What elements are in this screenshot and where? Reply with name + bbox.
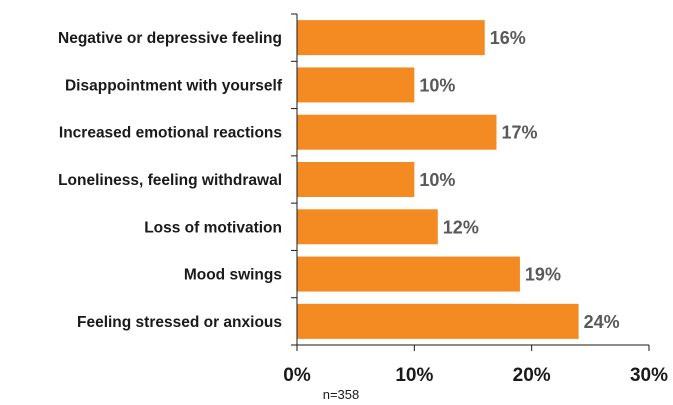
value-label: 16% [490,28,526,48]
value-label: 17% [501,123,537,143]
category-label: Feeling stressed or anxious [77,314,282,331]
bar-1 [297,20,485,56]
category-label: Mood swings [184,267,282,284]
value-label: 10% [419,170,455,190]
category-label: Increased emotional reactions [59,125,282,142]
bar-5 [297,209,438,245]
category-label: Loneliness, feeling withdrawal [58,172,282,189]
axes-group: 0% 10% 20% 30% [283,13,668,386]
x-tick-label: 20% [513,365,551,386]
category-label: Disappointment with yourself [65,77,283,94]
sample-size-note: n=358 [323,387,360,402]
x-tick-label: 30% [630,365,668,386]
bar-7 [297,303,579,339]
bar-6 [297,256,520,292]
bar-2 [297,67,415,103]
bar-4 [297,162,415,197]
value-label: 12% [443,217,479,237]
value-label: 24% [584,312,620,332]
bar-3 [297,114,497,150]
bars-group: Negative or depressive feeling 16% Disappo… [58,20,620,339]
value-label: 19% [525,265,561,285]
category-label: Negative or depressive feeling [58,30,282,47]
category-label: Loss of motivation [144,219,282,236]
value-label: 10% [419,75,455,95]
x-tick-label: 0% [283,365,311,386]
x-tick-label: 10% [395,365,433,386]
